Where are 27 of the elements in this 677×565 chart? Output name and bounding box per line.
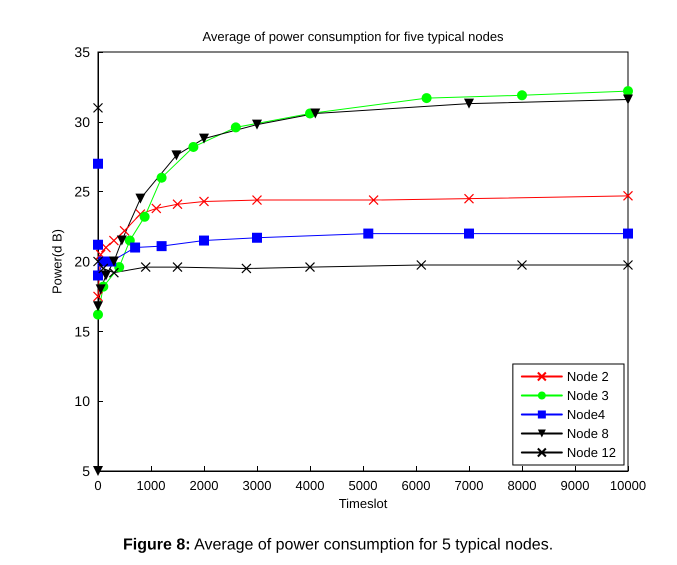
y-tick-label: 30 xyxy=(74,114,90,130)
x-tick-label: 0 xyxy=(94,478,102,493)
x-axis-title: Timeslot xyxy=(338,496,388,511)
y-axis-title: Power(d B) xyxy=(50,228,65,294)
legend-label: Node 12 xyxy=(566,445,616,460)
x-tick-label: 3000 xyxy=(242,478,272,493)
y-tick-label: 5 xyxy=(82,463,90,479)
x-tick-label: 9000 xyxy=(560,478,590,493)
x-tick-label: 4000 xyxy=(296,478,324,493)
caption: Figure 8: Average of power consumption for 5 typical nodes. xyxy=(122,536,554,554)
legend-label: Node4 xyxy=(566,407,606,422)
y-tick-label: 15 xyxy=(74,323,90,340)
y-tick-label: 10 xyxy=(74,393,90,410)
y-tick-label: 20 xyxy=(74,254,90,270)
y-tick-label: 35 xyxy=(74,44,90,60)
y-tick-label: 25 xyxy=(74,184,90,200)
legend-label: Node 3 xyxy=(566,388,609,403)
x-tick-label: 8000 xyxy=(508,478,536,493)
x-tick-label: 6000 xyxy=(402,478,430,493)
chart-title: Average of power consumption for five typical nodes xyxy=(202,29,504,44)
x-tick-label: 5000 xyxy=(348,478,378,493)
legend-label: Node 2 xyxy=(566,369,609,384)
x-tick-label: 7000 xyxy=(454,478,484,493)
x-tick-label: 10000 xyxy=(610,478,646,493)
x-tick-label: 2000 xyxy=(190,478,218,493)
x-tick-label: 1000 xyxy=(136,478,166,493)
legend-label: Node 8 xyxy=(566,426,609,441)
